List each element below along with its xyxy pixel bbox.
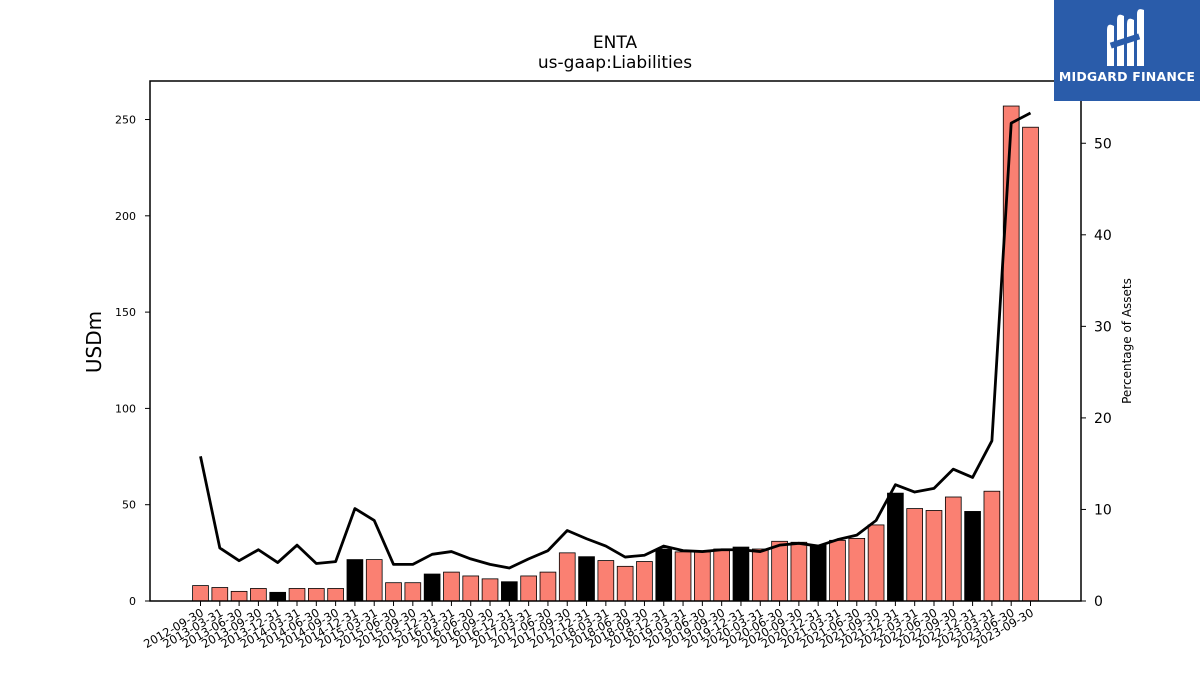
plot-frame xyxy=(149,80,1082,602)
y-tick-label-left: 200 xyxy=(115,210,136,223)
bar-2017-09-30 xyxy=(558,552,576,602)
bar-2013-09-30 xyxy=(250,588,267,602)
bar-2015-12-31 xyxy=(423,573,441,602)
bar-2021-06-30 xyxy=(848,538,866,602)
bar-2015-03-31 xyxy=(365,559,383,602)
line-group xyxy=(199,111,1032,570)
bar-2021-03-31 xyxy=(829,539,846,602)
bar-2012-09-30 xyxy=(192,585,209,602)
bar-2018-06-30 xyxy=(616,565,634,602)
bar-2021-12-31 xyxy=(887,492,904,602)
bar-2014-03-31 xyxy=(288,588,306,602)
bar-2014-12-31 xyxy=(346,559,364,602)
bar-2019-09-30 xyxy=(713,548,730,602)
y-axis-label-right: Percentage of Assets xyxy=(1120,278,1134,404)
bar-2023-06-30 xyxy=(1002,105,1020,602)
bar-2017-12-31 xyxy=(578,556,595,602)
y-tick-label-left: 50 xyxy=(122,499,136,512)
bar-2014-06-30 xyxy=(307,588,325,602)
percentage-line xyxy=(199,111,1032,570)
y-tick-label-right: 40 xyxy=(1094,228,1112,244)
bar-2022-06-30 xyxy=(925,510,943,602)
bar-2016-09-30 xyxy=(481,578,499,602)
bar-2019-06-30 xyxy=(694,551,711,602)
bar-2021-09-30 xyxy=(867,524,885,602)
bar-2016-12-31 xyxy=(501,581,518,602)
y-tick-label-right: 0 xyxy=(1094,594,1103,610)
bar-2018-12-31 xyxy=(655,548,673,602)
chart-title: ENTA xyxy=(593,33,638,53)
y-axis-right: 0 10 20 30 40 50 xyxy=(1081,136,1112,610)
y-axis-left: 0 50 100 150 200 250 xyxy=(115,114,150,608)
bar-2023-03-31 xyxy=(983,490,1001,602)
bar-2022-09-30 xyxy=(944,496,962,602)
bar-2013-03-31 xyxy=(211,587,229,602)
bar-2022-12-31 xyxy=(964,511,981,602)
y-tick-label-left: 100 xyxy=(115,402,136,415)
bar-2017-03-31 xyxy=(520,575,537,602)
bar-2015-09-30 xyxy=(404,582,422,602)
y-tick-label-left: 250 xyxy=(115,114,136,127)
y-tick-label-right: 50 xyxy=(1094,136,1112,152)
bar-2018-09-30 xyxy=(636,561,653,602)
x-axis: 2012-09-302013-03-312013-06-302013-09-30… xyxy=(141,601,1036,651)
y-tick-label-left: 150 xyxy=(115,306,136,319)
logo-text: MIDGARD FINANCE xyxy=(1058,69,1196,84)
logo-mark-icon xyxy=(1107,9,1144,67)
y-tick-label-right: 10 xyxy=(1094,502,1112,518)
chart-subtitle: us-gaap:Liabilities xyxy=(538,53,692,73)
bar-2020-09-30 xyxy=(790,541,808,602)
bar-2015-06-30 xyxy=(385,582,402,602)
bar-2019-03-31 xyxy=(674,551,692,602)
bar-2020-03-31 xyxy=(751,548,769,602)
bar-2013-12-31 xyxy=(269,591,287,602)
y-tick-label-right: 30 xyxy=(1094,319,1112,335)
bar-2022-03-31 xyxy=(906,508,924,602)
bar-2020-12-31 xyxy=(809,544,827,602)
bar-group xyxy=(192,105,1039,602)
bar-2014-09-30 xyxy=(327,588,344,602)
y-tick-label-right: 20 xyxy=(1094,411,1112,427)
bar-2019-12-31 xyxy=(732,546,750,602)
bar-2017-06-30 xyxy=(539,571,557,602)
y-axis-label-left: USDm xyxy=(82,311,106,373)
bar-2023-09-30 xyxy=(1022,126,1039,602)
bar-2016-03-31 xyxy=(443,571,460,602)
bar-2018-03-31 xyxy=(597,560,615,602)
logo: MIDGARD FINANCE xyxy=(1054,0,1200,101)
bar-2020-06-30 xyxy=(771,540,788,602)
y-tick-label-left: 0 xyxy=(129,595,136,608)
bar-2016-06-30 xyxy=(462,575,480,602)
bar-2013-06-30 xyxy=(230,590,248,602)
